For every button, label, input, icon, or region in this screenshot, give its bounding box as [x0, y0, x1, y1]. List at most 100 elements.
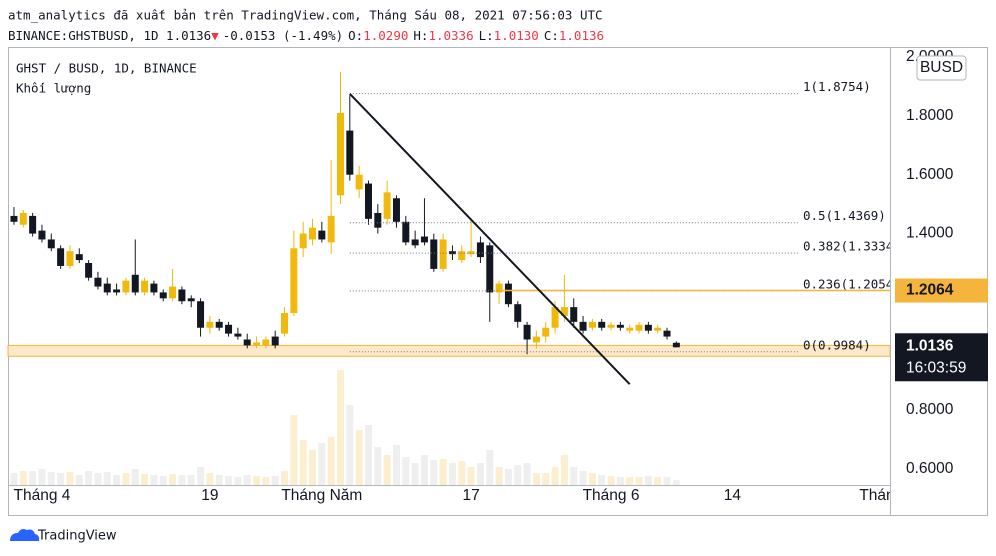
fib-label: 0.5(1.4369) [803, 208, 886, 223]
h-label: H: [413, 28, 428, 43]
volume-bar [243, 475, 251, 485]
volume-bar [579, 471, 587, 485]
volume-bar [253, 476, 261, 485]
volume-bar [19, 471, 27, 485]
volume-bar [66, 472, 74, 485]
volume-bar [654, 477, 662, 485]
candle-body [150, 283, 158, 293]
volume-bar [94, 473, 102, 485]
volume-bar [187, 475, 195, 485]
volume-bar [75, 475, 83, 485]
currency-box [916, 55, 967, 81]
volume-label: Khối lượng [16, 81, 91, 96]
candle-body [234, 333, 242, 337]
candle-body [131, 274, 139, 293]
volume-bar [10, 473, 18, 485]
volume-bar [271, 476, 279, 485]
fib-label: 0.382(1.3334) [803, 239, 901, 254]
candle-body [654, 327, 662, 331]
candle-body [215, 321, 223, 328]
volume-bar [598, 475, 606, 485]
last-price-tag [895, 333, 988, 382]
candle-body [19, 212, 27, 225]
candle-body [178, 289, 186, 302]
volume-bar [364, 425, 372, 485]
volume-bar [234, 477, 242, 485]
volume-bar [532, 473, 540, 485]
trend-line [349, 93, 631, 385]
candle-body [355, 174, 363, 190]
c-label: C: [544, 28, 559, 43]
candle-body [47, 239, 55, 249]
candle-body [309, 227, 317, 240]
l-label: L: [479, 28, 494, 43]
candle-body [598, 321, 606, 328]
volume-bar [607, 476, 615, 485]
candle-body [253, 342, 261, 346]
volume-bar [439, 459, 447, 485]
x-tick-label: Tháng Năm [281, 487, 362, 504]
candle-body [430, 239, 438, 269]
candle-body [383, 192, 391, 219]
x-tick-label: 17 [462, 487, 479, 504]
candle-body [113, 289, 121, 293]
zone [7, 344, 891, 357]
candle-body [607, 324, 615, 328]
brand-name: TradingView [37, 529, 117, 544]
volume-bar [430, 460, 438, 485]
volume-bar [169, 474, 177, 485]
volume-bar [570, 467, 578, 485]
volume-bar [514, 465, 522, 485]
y-tick-label: 1.4000 [906, 225, 954, 242]
volume-bar [355, 430, 363, 485]
y-tick-label: 1.6000 [906, 166, 954, 183]
volume-bar [57, 473, 65, 485]
volume-bar [336, 370, 344, 485]
h-value: 1.0336 [428, 28, 473, 43]
candle-body [271, 336, 279, 346]
candle-body [514, 304, 522, 322]
volume-bar [402, 457, 410, 485]
x-tick-label: Tháng 6 [583, 487, 640, 504]
candle-body [663, 330, 671, 337]
candle-body [579, 321, 587, 331]
volume-bar [346, 405, 354, 485]
candle-body [169, 286, 177, 299]
axes: 0.60000.80001.40001.60001.80002.0000BUSD… [895, 48, 988, 477]
candle-body [476, 242, 484, 258]
o-label: O: [348, 28, 363, 43]
volume-bar [327, 437, 335, 485]
candle-body [122, 280, 130, 293]
candle-body [467, 251, 475, 255]
fib-label: 0.236(1.2054) [803, 276, 901, 291]
volume-bar [113, 475, 121, 485]
volume-bar [131, 469, 139, 485]
plot: 1(1.8754) 0.5(1.4369) 0.382(1.3334) 0.236(1… [7, 71, 901, 504]
volume-bar [374, 447, 382, 485]
candle-body [262, 339, 270, 346]
candle-body [588, 321, 596, 328]
candle-body [616, 324, 624, 328]
candle-body [542, 327, 550, 337]
candle-body [290, 248, 298, 314]
candle-body [346, 130, 354, 175]
candle-body [626, 327, 634, 331]
candle-body [644, 324, 652, 331]
candle-body [10, 215, 18, 222]
currency-label: BUSD [920, 59, 963, 76]
volume-bar [411, 463, 419, 485]
volume-bar [672, 480, 680, 485]
volume-bar [262, 477, 270, 485]
volume-bar [588, 473, 596, 485]
candle-body [281, 313, 289, 334]
countdown: 16:03:59 [906, 359, 966, 376]
volume-bar [663, 477, 671, 485]
volume-bar [542, 473, 550, 485]
brand: TradingView [10, 529, 117, 544]
volume-bar [225, 476, 233, 485]
volume-bar [178, 475, 186, 485]
candle-body [66, 251, 74, 266]
volume-bar [309, 450, 317, 485]
last-price-label: 1.0136 [906, 337, 954, 354]
volume-bar [215, 475, 223, 485]
